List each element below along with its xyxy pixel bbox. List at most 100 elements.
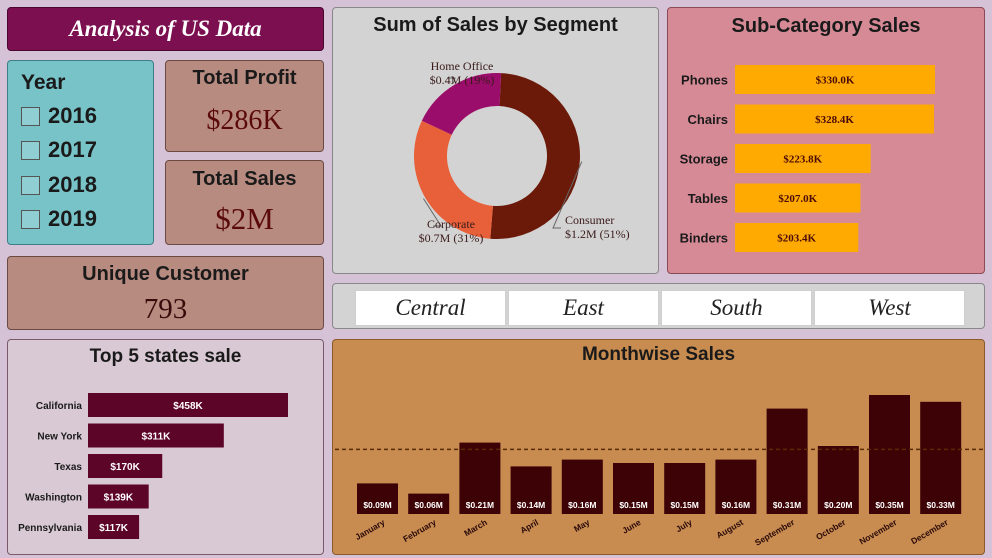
- month-axis-label: November: [857, 517, 899, 547]
- donut-slice-corporate: [414, 120, 493, 239]
- subcategory-bar-chart: Phones $330.0K Chairs $328.4K Storage $223.8K…: [680, 65, 935, 252]
- month-axis-label: June: [620, 517, 642, 536]
- state-bar: [88, 423, 224, 448]
- checkbox-icon[interactable]: [21, 175, 40, 195]
- subcategory-chart-title: Sub-Category Sales: [731, 15, 921, 37]
- month-data-label: $0.33M: [927, 500, 955, 510]
- top-states-chart-panel: Top 5 states sale California $458K New Yor…: [7, 339, 324, 555]
- monthwise-bar-chart: $0.09M January $0.06M February $0.21M March $0…: [335, 395, 984, 548]
- month-bar: [715, 459, 757, 514]
- month-bar: [869, 395, 910, 514]
- subcategory-label: Storage: [680, 152, 728, 167]
- state-label: Texas: [54, 462, 82, 473]
- year-option-label: 2016: [48, 103, 97, 128]
- month-data-label: $0.14M: [517, 500, 545, 510]
- checkbox-icon[interactable]: [21, 106, 40, 126]
- segment-chart-panel: Sum of Sales by Segment Consumer $1.2M (5…: [332, 7, 659, 274]
- total-profit-title: Total Profit: [192, 67, 297, 89]
- state-data-label: $139K: [104, 493, 134, 504]
- donut-leader-line: [447, 77, 456, 84]
- year-option-2016[interactable]: 2016: [21, 103, 97, 129]
- segment-chart-title: Sum of Sales by Segment: [373, 14, 618, 36]
- state-bar: [88, 393, 288, 417]
- year-option-label: 2019: [48, 206, 97, 231]
- subcategory-data-label: $203.4K: [777, 233, 816, 245]
- state-bar: [88, 515, 140, 539]
- subcategory-bar: [735, 104, 935, 134]
- donut-label-name: Home Office: [431, 59, 494, 73]
- month-bar: [408, 493, 450, 514]
- subcategory-bar: [735, 65, 935, 94]
- unique-customer-value: 793: [143, 293, 188, 325]
- month-bar: [766, 408, 808, 514]
- state-bar: [88, 454, 163, 478]
- month-bar: [664, 463, 706, 514]
- month-data-label: $0.16M: [568, 500, 596, 510]
- month-axis-label: October: [814, 517, 848, 542]
- subcategory-data-label: $330.0K: [816, 75, 855, 87]
- year-slicer: Year 2016 2017 2018 2019: [7, 60, 154, 245]
- month-data-label: $0.15M: [671, 500, 699, 510]
- month-axis-label: May: [572, 517, 592, 534]
- state-label: Washington: [25, 493, 82, 504]
- region-button-west[interactable]: West: [814, 290, 965, 326]
- state-label: Pennsylvania: [18, 523, 82, 534]
- subcategory-bar: [735, 183, 861, 213]
- month-axis-label: July: [674, 517, 694, 534]
- monthwise-chart-panel: Monthwise Sales $0.09M January $0.06M Febru…: [332, 339, 985, 555]
- subcategory-data-label: $207.0K: [778, 193, 817, 205]
- region-button-south[interactable]: South: [661, 290, 812, 326]
- region-button-east[interactable]: East: [508, 290, 659, 326]
- month-data-label: $0.21M: [466, 500, 494, 510]
- state-data-label: $311K: [141, 432, 171, 443]
- donut-leader-line: [423, 198, 442, 227]
- total-sales-title: Total Sales: [192, 168, 297, 190]
- unique-customer-title: Unique Customer: [82, 263, 249, 285]
- month-axis-label: August: [715, 517, 745, 540]
- donut-label-value: $0.7M (31%): [419, 231, 484, 245]
- unique-customer-card: Unique Customer 793: [7, 256, 324, 330]
- donut-slice-consumer: [490, 73, 581, 240]
- subcategory-bar: [735, 223, 859, 252]
- total-sales-card: Total Sales $2M: [165, 160, 324, 245]
- year-option-2019[interactable]: 2019: [21, 206, 97, 232]
- month-data-label: $0.31M: [773, 500, 801, 510]
- month-axis-label: March: [462, 517, 489, 538]
- subcategory-data-label: $328.4K: [815, 114, 854, 126]
- month-bar: [510, 466, 552, 514]
- month-data-label: $0.09M: [363, 500, 391, 510]
- region-button-central[interactable]: Central: [355, 290, 506, 326]
- state-label: California: [36, 401, 83, 412]
- subcategory-label: Binders: [680, 231, 728, 246]
- dashboard-title: Analysis of US Data: [69, 16, 262, 41]
- monthwise-chart-title: Monthwise Sales: [581, 344, 736, 365]
- month-data-label: $0.15M: [619, 500, 647, 510]
- state-data-label: $117K: [99, 523, 129, 534]
- subcategory-label: Tables: [688, 191, 728, 206]
- top-states-chart-title: Top 5 states sale: [89, 346, 242, 367]
- subcategory-chart-panel: Sub-Category Sales Phones $330.0K Chairs $3…: [667, 7, 985, 274]
- segment-donut-chart: Consumer$1.2M (51%) Corporate$0.7M (31%) H…: [414, 59, 630, 245]
- checkbox-icon[interactable]: [21, 209, 40, 229]
- donut-label-value: $0.4M (19%): [430, 73, 495, 87]
- total-profit-value: $286K: [206, 105, 283, 136]
- month-bar: [459, 442, 501, 514]
- checkbox-icon[interactable]: [21, 140, 40, 160]
- year-slicer-title: Year: [21, 71, 66, 94]
- total-profit-card: Total Profit $286K: [165, 60, 324, 152]
- subcategory-data-label: $223.8K: [783, 154, 822, 166]
- month-bar: [357, 483, 398, 514]
- subcategory-label: Phones: [681, 73, 728, 88]
- year-option-2018[interactable]: 2018: [21, 172, 97, 198]
- month-data-label: $0.06M: [415, 500, 443, 510]
- year-option-2017[interactable]: 2017: [21, 137, 97, 163]
- month-bar: [561, 459, 603, 514]
- month-data-label: $0.16M: [722, 500, 750, 510]
- month-axis-label: September: [753, 517, 797, 548]
- region-slicer: Central East South West: [332, 283, 985, 329]
- month-data-label: $0.20M: [824, 500, 852, 510]
- month-axis-label: February: [401, 517, 438, 544]
- dashboard-title-box: Analysis of US Data: [7, 7, 324, 51]
- state-bar: [88, 484, 149, 509]
- year-option-label: 2017: [48, 137, 97, 162]
